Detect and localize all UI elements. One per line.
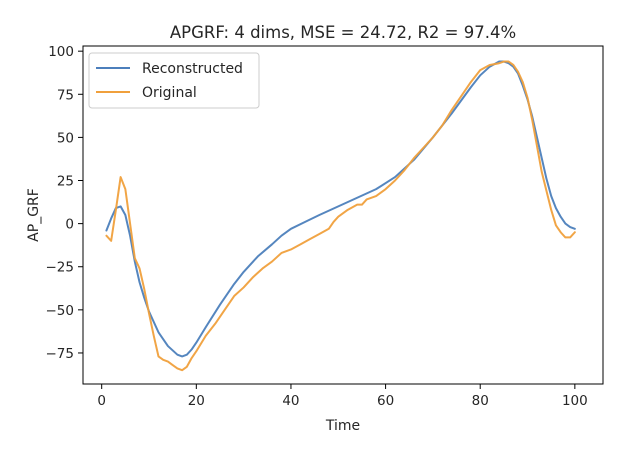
chart-title: APGRF: 4 dims, MSE = 24.72, R2 = 97.4% <box>170 23 516 42</box>
y-tick-label: 25 <box>57 174 74 190</box>
y-tick-label: −25 <box>46 260 75 276</box>
legend: Reconstructed Original <box>88 52 260 109</box>
y-tick-label: −75 <box>46 346 75 362</box>
y-tick-label: 75 <box>57 87 74 103</box>
axes: 0 20 40 60 80 100 −75 −50 −25 0 25 50 75 100 <box>46 44 604 409</box>
legend-label-reconstructed: Reconstructed <box>142 61 243 77</box>
x-tick-label: 100 <box>562 393 588 409</box>
y-tick-label: 0 <box>65 217 74 233</box>
x-axis-label: Time <box>325 418 360 434</box>
legend-box <box>88 52 260 109</box>
series-layer <box>105 60 576 372</box>
y-tick-label: 100 <box>48 44 74 60</box>
y-tick-label: −50 <box>46 303 75 319</box>
x-tick-label: 80 <box>472 393 489 409</box>
x-tick-label: 40 <box>282 393 299 409</box>
x-tick-label: 20 <box>188 393 205 409</box>
x-tick-label: 60 <box>377 393 394 409</box>
series-line-original <box>105 60 576 372</box>
plot-frame <box>82 45 604 385</box>
x-tick-label: 0 <box>97 393 106 409</box>
legend-label-original: Original <box>142 85 197 101</box>
y-axis-label: AP_GRF <box>26 188 42 242</box>
y-tick-label: 50 <box>57 130 74 146</box>
